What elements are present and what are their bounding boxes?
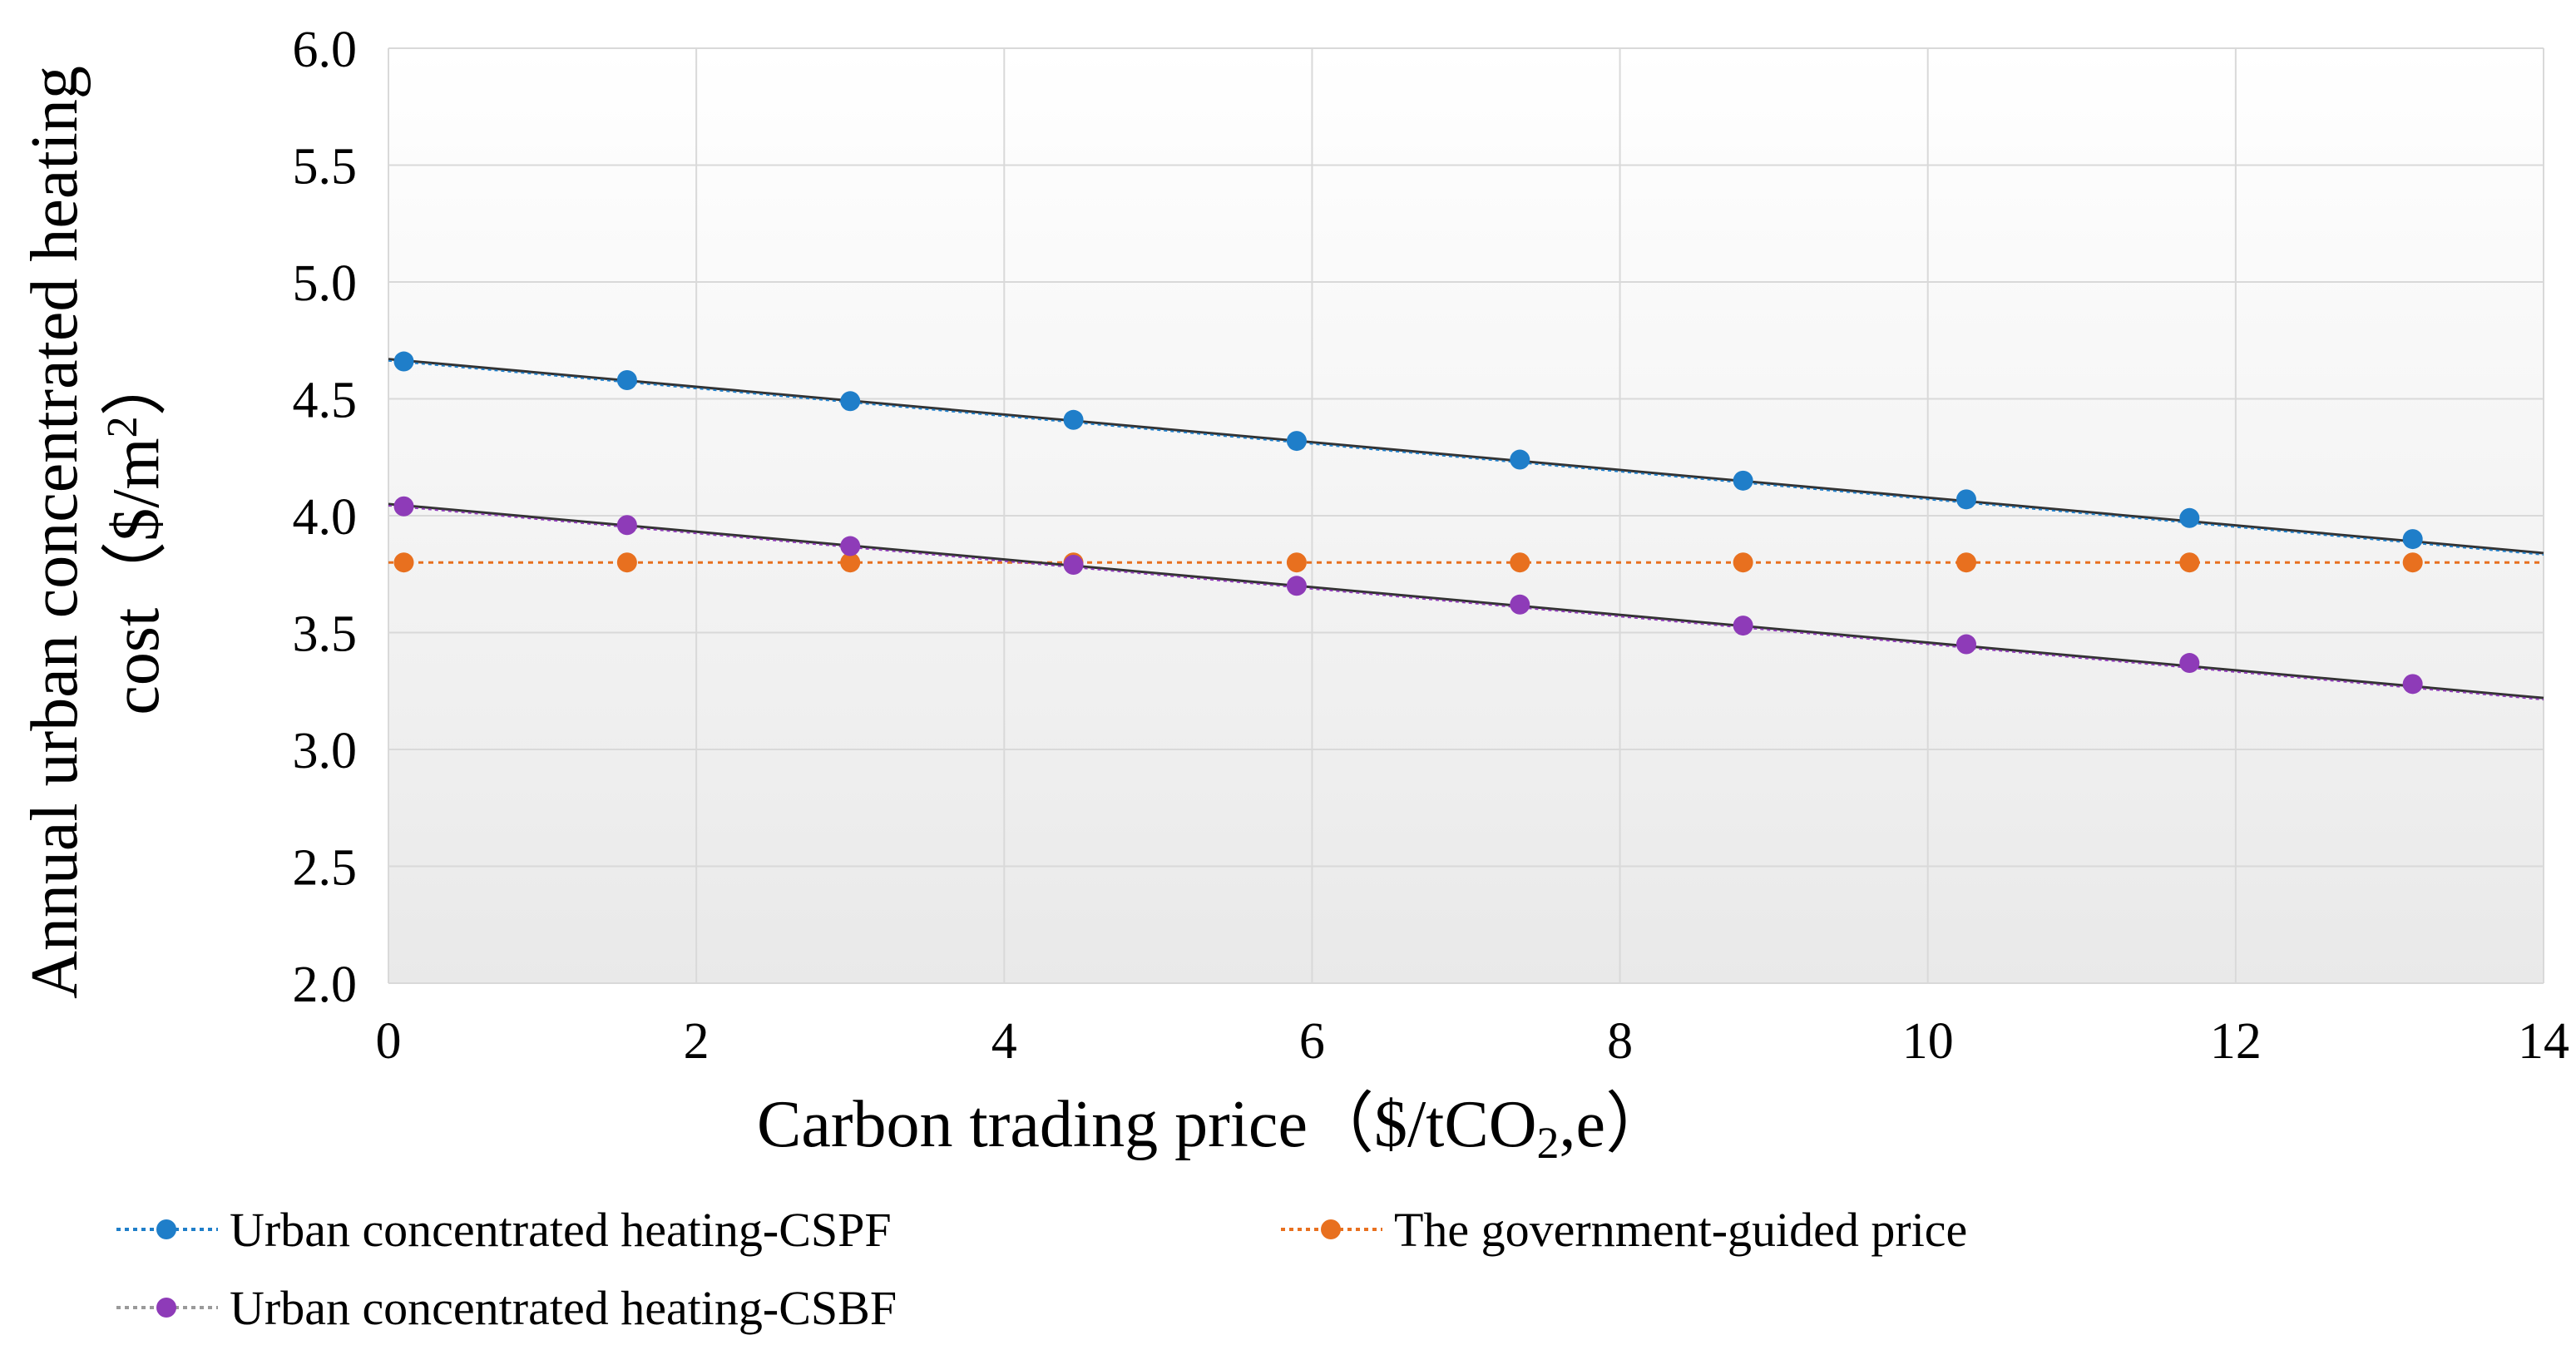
csbf-point (1286, 576, 1307, 596)
y-axis-title-line2: cost（$/m2） (99, 349, 173, 715)
x-axis-title-subscript: 2 (1537, 1118, 1560, 1168)
x-tick-label: 14 (2518, 1013, 2569, 1070)
x-tick-label: 10 (1902, 1013, 1954, 1070)
y-tick-label: 6.0 (293, 22, 358, 78)
cspf-point (393, 351, 414, 372)
y-tick-label: 3.5 (293, 606, 358, 663)
x-axis-title-end: ,e） (1560, 1088, 1673, 1161)
government-point (2402, 552, 2423, 573)
legend-label-government: The government-guided price (1394, 1203, 1967, 1257)
csbf-point (2402, 674, 2423, 695)
grid (388, 47, 2544, 984)
series-dotted-line-2 (388, 504, 2544, 701)
legend-marker-government (1321, 1219, 1341, 1239)
y-tick-label: 5.5 (293, 139, 358, 195)
legend: Urban concentrated heating-CSPF The gove… (116, 1203, 1967, 1335)
series-dotted-line-0 (388, 359, 2544, 556)
x-axis-title: Carbon trading price（$/tCO2,e） (757, 1088, 1672, 1168)
cspf-point (1733, 470, 1753, 491)
legend-marker-csbf (156, 1298, 176, 1318)
cspf-point (1955, 489, 1976, 510)
x-tick-label: 12 (2210, 1013, 2262, 1070)
csbf-point (2179, 653, 2200, 674)
csbf-point (1510, 594, 1530, 615)
y-axis-title-line2-group: cost（$/m2） (99, 349, 173, 715)
government-point (393, 552, 414, 573)
y-axis-title-line2-main: cost（$/m (100, 438, 173, 715)
government-point (1955, 552, 1976, 573)
cspf-point (1063, 409, 1084, 430)
data-points (393, 351, 2423, 695)
y-axis-title-superscript: 2 (99, 416, 146, 438)
x-tick-label: 2 (684, 1013, 710, 1070)
legend-label-csbf: Urban concentrated heating-CSBF (230, 1281, 897, 1335)
government-point (840, 552, 861, 573)
x-tick-label: 0 (376, 1013, 402, 1070)
legend-item-csbf: Urban concentrated heating-CSBF (116, 1281, 897, 1335)
y-axis-title-line2-end: ） (100, 349, 173, 416)
y-tick-label: 3.0 (293, 723, 358, 779)
x-tick-label: 6 (1299, 1013, 1325, 1070)
x-axis-title-main: Carbon trading price（$/tCO (757, 1088, 1537, 1161)
government-point (616, 552, 637, 573)
legend-item-government: The government-guided price (1281, 1203, 1967, 1257)
y-tick-label: 4.0 (293, 489, 358, 546)
y-tick-label: 2.5 (293, 840, 358, 897)
csbf-point (1733, 616, 1753, 636)
cspf-point (2402, 529, 2423, 550)
y-tick-label: 5.0 (293, 255, 358, 312)
y-axis-title-line1: Annual urban concentrated heating (18, 66, 91, 999)
x-tick-labels: 0 2 4 6 8 10 12 14 (376, 1013, 2570, 1070)
cspf-point (1510, 449, 1530, 470)
government-point (1733, 552, 1753, 573)
csbf-point (393, 496, 414, 517)
y-tick-label: 2.0 (293, 957, 358, 1013)
csbf-point (840, 536, 861, 556)
government-point (2179, 552, 2200, 573)
csbf-point (616, 515, 637, 536)
legend-item-cspf: Urban concentrated heating-CSPF (116, 1203, 892, 1257)
legend-label-cspf: Urban concentrated heating-CSPF (230, 1203, 892, 1257)
cspf-point (1286, 431, 1307, 452)
government-point (1286, 552, 1307, 573)
y-tick-label: 4.5 (293, 373, 358, 429)
government-point (1510, 552, 1530, 573)
csbf-point (1955, 634, 1976, 655)
csbf-point (1063, 555, 1084, 576)
x-tick-label: 4 (991, 1013, 1017, 1070)
cspf-point (616, 370, 637, 391)
x-tick-label: 8 (1607, 1013, 1633, 1070)
cspf-point (840, 391, 861, 412)
legend-marker-cspf (156, 1219, 176, 1239)
y-axis-title: Annual urban concentrated heating (18, 66, 91, 999)
y-tick-labels: 2.0 2.5 3.0 3.5 4.0 4.5 5.0 5.5 6.0 (293, 22, 358, 1013)
cspf-point (2179, 507, 2200, 528)
